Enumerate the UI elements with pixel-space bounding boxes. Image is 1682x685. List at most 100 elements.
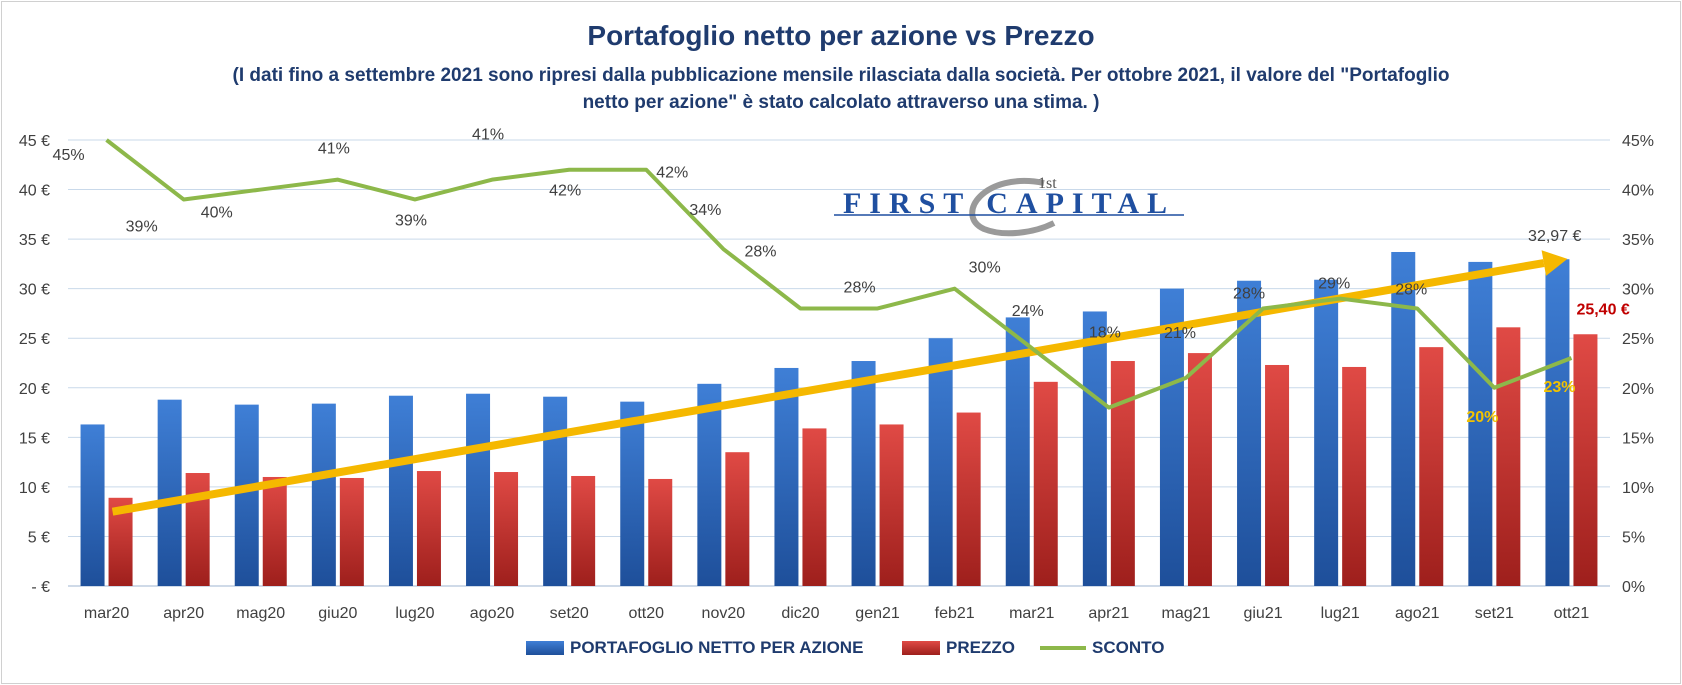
bar-portafoglio: [1082, 311, 1107, 586]
x-axis-tick: lug20: [395, 605, 434, 622]
bar-prezzo: [648, 478, 673, 586]
left-axis-tick: 40 €: [19, 183, 50, 200]
bar-prezzo: [879, 424, 904, 586]
x-axis-tick: giu21: [1243, 605, 1282, 622]
x-axis-tick: nov20: [702, 605, 746, 622]
chart-title: Portafoglio netto per azione vs Prezzo: [587, 20, 1095, 51]
bar-portafoglio: [851, 361, 876, 586]
sconto-data-label: 28%: [1233, 285, 1265, 302]
subtitle-line-2: netto per azione" è stato calcolato attr…: [582, 92, 1100, 113]
right-axis-tick: 30%: [1622, 282, 1654, 299]
x-axis-tick: mar20: [84, 605, 129, 622]
trend-arrow-head-icon: [1541, 250, 1568, 276]
bar-portafoglio: [1391, 251, 1416, 587]
right-axis-tick: 0%: [1622, 579, 1645, 596]
bar-prezzo: [262, 476, 287, 586]
sconto-data-label: 28%: [744, 243, 776, 260]
sconto-data-label: 39%: [395, 212, 427, 229]
x-axis-tick: ago20: [470, 605, 515, 622]
right-axis-tick: 25%: [1622, 331, 1654, 348]
bar-portafoglio: [1005, 317, 1030, 586]
x-axis-tick: mag21: [1161, 605, 1210, 622]
bar-portafoglio: [1314, 279, 1339, 586]
sconto-data-label: 42%: [549, 183, 581, 200]
left-axis-tick: 45 €: [19, 133, 50, 150]
bar-prezzo: [339, 477, 364, 586]
chart-subtitle: (I dati fino a settembre 2021 sono ripre…: [180, 62, 1502, 116]
bar-prezzo: [802, 428, 827, 586]
bar-prezzo: [1573, 334, 1598, 586]
bar-portafoglio: [697, 383, 722, 586]
left-axis-tick: 15 €: [19, 430, 50, 447]
right-axis-tick: 40%: [1622, 183, 1654, 200]
left-axis-tick: 10 €: [19, 480, 50, 497]
sconto-line: [105, 138, 1573, 410]
left-axis-tick: 35 €: [19, 232, 50, 249]
sconto-data-label: 45%: [53, 147, 85, 164]
x-axis-tick: dic20: [781, 605, 819, 622]
bar-prezzo: [1496, 327, 1521, 586]
bar-portafoglio: [774, 367, 799, 586]
x-axis-tick: ott21: [1554, 605, 1590, 622]
sconto-data-label: 34%: [689, 202, 721, 219]
prezzo-last-label: 25,40 €: [1576, 301, 1629, 318]
first-capital-logo: 1st FIRST CAPITAL: [834, 175, 1184, 237]
right-axis-tick: 45%: [1622, 133, 1654, 150]
x-axis-tick: gen21: [855, 605, 900, 622]
bar-portafoglio: [543, 396, 568, 586]
sconto-data-label: 23%: [1543, 379, 1575, 396]
sconto-data-label: 28%: [1395, 281, 1427, 298]
bar-portafoglio: [928, 338, 953, 586]
bar-prezzo: [956, 412, 981, 586]
right-axis-tick: 15%: [1622, 430, 1654, 447]
bar-prezzo: [1110, 361, 1135, 586]
left-axis-tick: 25 €: [19, 331, 50, 348]
sconto-data-label: 41%: [318, 141, 350, 158]
bar-portafoglio: [1237, 280, 1262, 586]
sconto-data-label: 40%: [201, 205, 233, 222]
left-axis-tick: 20 €: [19, 381, 50, 398]
portafoglio-last-label: 32,97 €: [1528, 228, 1581, 245]
x-axis-tick: set21: [1475, 605, 1514, 622]
logo-text: FIRST CAPITAL: [842, 187, 1176, 220]
bar-portafoglio: [311, 403, 336, 586]
sconto-data-label: 18%: [1089, 325, 1121, 342]
x-axis-tick: mag20: [236, 605, 285, 622]
left-axis-tick: 5 €: [28, 529, 50, 546]
bar-portafoglio: [620, 401, 645, 586]
sconto-data-label: 29%: [1318, 276, 1350, 293]
sconto-data-label: 20%: [1466, 409, 1498, 426]
bar-prezzo: [1419, 347, 1444, 586]
sconto-data-label: 42%: [656, 165, 688, 182]
legend-label-portafoglio: PORTAFOGLIO NETTO PER AZIONE: [570, 638, 863, 657]
right-axis-tick: 10%: [1622, 480, 1654, 497]
x-axis-tick: lug21: [1321, 605, 1360, 622]
right-axis-tick: 20%: [1622, 381, 1654, 398]
sconto-data-label: 30%: [969, 260, 1001, 277]
bar-prezzo: [185, 473, 210, 586]
left-axis-tick: - €: [31, 579, 50, 596]
legend-label-prezzo: PREZZO: [946, 638, 1015, 657]
bar-portafoglio: [1468, 261, 1493, 586]
bar-portafoglio: [388, 395, 413, 586]
bar-portafoglio: [466, 393, 491, 586]
x-axis-tick: ott20: [628, 605, 664, 622]
logo-superscript: 1st: [1038, 175, 1057, 192]
bar-prezzo: [571, 475, 596, 586]
x-axis-tick: giu20: [318, 605, 357, 622]
subtitle-line-1: (I dati fino a settembre 2021 sono ripre…: [232, 65, 1450, 86]
x-axis-tick: apr20: [163, 605, 204, 622]
logo-swoosh-icon: [834, 178, 1184, 237]
bar-prezzo: [1033, 381, 1058, 586]
x-axis-tick: mar21: [1009, 605, 1054, 622]
bar-prezzo: [725, 452, 750, 586]
sconto-data-label: 21%: [1164, 325, 1196, 342]
sconto-data-label: 39%: [126, 218, 158, 235]
right-axis-tick: 5%: [1622, 529, 1645, 546]
legend-swatch-prezzo: [902, 641, 940, 655]
x-axis-tick: feb21: [935, 605, 975, 622]
bar-portafoglio: [1159, 288, 1184, 586]
bar-prezzo: [1265, 364, 1290, 586]
legend-swatch-portafoglio: [526, 641, 564, 655]
